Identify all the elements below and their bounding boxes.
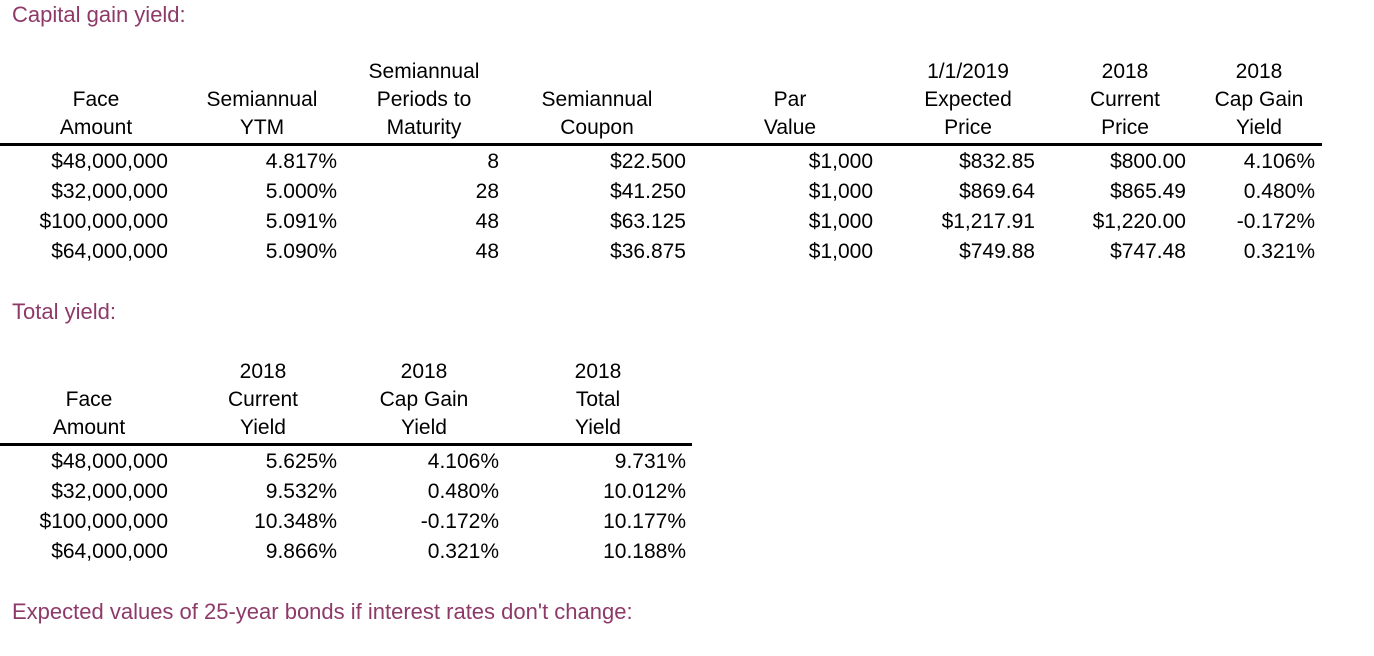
expected-values-title: Expected values of 25-year bonds if inte… <box>12 599 633 624</box>
column-header: Value <box>763 116 817 139</box>
table-cell: $64,000,000 <box>51 240 168 263</box>
table-cell: 28 <box>475 180 499 203</box>
column-header: YTM <box>239 116 285 139</box>
column-header: 2018 <box>400 360 448 383</box>
column-header: Face <box>72 88 120 111</box>
column-header: Amount <box>52 416 126 439</box>
table-cell: $1,000 <box>808 150 873 173</box>
table-cell: $41.250 <box>610 180 686 203</box>
table-cell: $32,000,000 <box>51 480 168 503</box>
column-header: 2018 <box>574 360 622 383</box>
table-cell: 8 <box>487 150 499 173</box>
table-cell: 10.348% <box>254 510 337 533</box>
column-header: Price <box>944 116 992 139</box>
table-cell: 10.012% <box>603 480 686 503</box>
header-rule <box>0 143 1322 146</box>
table-cell: $869.64 <box>959 180 1035 203</box>
table-cell: $64,000,000 <box>51 540 168 563</box>
table-cell: 0.480% <box>1243 180 1315 203</box>
column-header: Current <box>1089 88 1161 111</box>
table-cell: 0.480% <box>427 480 499 503</box>
table-cell: 9.532% <box>265 480 337 503</box>
capital-gain-title: Capital gain yield: <box>12 2 186 27</box>
column-header: Expected <box>924 88 1012 111</box>
column-header: Yield <box>240 416 286 439</box>
table-cell: $32,000,000 <box>51 180 168 203</box>
column-header: Price <box>1101 116 1149 139</box>
table-cell: $48,000,000 <box>51 150 168 173</box>
table-cell: 4.817% <box>265 150 337 173</box>
table-cell: 48 <box>475 240 499 263</box>
table-cell: $100,000,000 <box>39 210 168 233</box>
column-header: Cap Gain <box>379 388 469 411</box>
table-cell: $63.125 <box>610 210 686 233</box>
column-header: 2018 <box>1101 60 1149 83</box>
table-cell: 4.106% <box>1243 150 1315 173</box>
table-cell: -0.172% <box>1236 210 1315 233</box>
column-header: Yield <box>575 416 621 439</box>
column-header: Semiannual <box>368 60 480 83</box>
table-cell: $1,000 <box>808 240 873 263</box>
table-cell: 5.090% <box>265 240 337 263</box>
column-header: Cap Gain <box>1214 88 1304 111</box>
total-yield-title: Total yield: <box>12 299 116 324</box>
table-cell: $1,217.91 <box>941 210 1035 233</box>
table-cell: $1,000 <box>808 210 873 233</box>
header-rule <box>0 443 692 446</box>
column-header: Periods to <box>376 88 472 111</box>
column-header: Total <box>575 388 621 411</box>
table-cell: 5.625% <box>265 450 337 473</box>
table-cell: $1,220.00 <box>1092 210 1186 233</box>
table-cell: 10.188% <box>603 540 686 563</box>
table-cell: 5.091% <box>265 210 337 233</box>
table-cell: $747.48 <box>1110 240 1186 263</box>
column-header: Amount <box>59 116 133 139</box>
column-header: Current <box>227 388 299 411</box>
table-cell: $749.88 <box>959 240 1035 263</box>
column-header: 2018 <box>1235 60 1283 83</box>
table-cell: 0.321% <box>427 540 499 563</box>
column-header: 1/1/2019 <box>927 60 1009 83</box>
table-cell: $832.85 <box>959 150 1035 173</box>
table-cell: 0.321% <box>1243 240 1315 263</box>
column-header: Yield <box>1236 116 1282 139</box>
table-cell: 48 <box>475 210 499 233</box>
column-header: 2018 <box>239 360 287 383</box>
column-header: Maturity <box>386 116 462 139</box>
table-cell: 10.177% <box>603 510 686 533</box>
column-header: Semiannual <box>206 88 318 111</box>
table-cell: $865.49 <box>1110 180 1186 203</box>
column-header: Par <box>773 88 807 111</box>
table-cell: $22.500 <box>610 150 686 173</box>
table-cell: $100,000,000 <box>39 510 168 533</box>
table-cell: 5.000% <box>265 180 337 203</box>
table-cell: $800.00 <box>1110 150 1186 173</box>
column-header: Coupon <box>560 116 634 139</box>
table-cell: $36.875 <box>610 240 686 263</box>
column-header: Semiannual <box>541 88 653 111</box>
table-cell: 4.106% <box>427 450 499 473</box>
table-cell: 9.731% <box>614 450 686 473</box>
table-cell: $1,000 <box>808 180 873 203</box>
table-cell: -0.172% <box>420 510 499 533</box>
table-cell: $48,000,000 <box>51 450 168 473</box>
table-cell: 9.866% <box>265 540 337 563</box>
column-header: Face <box>65 388 113 411</box>
column-header: Yield <box>401 416 447 439</box>
